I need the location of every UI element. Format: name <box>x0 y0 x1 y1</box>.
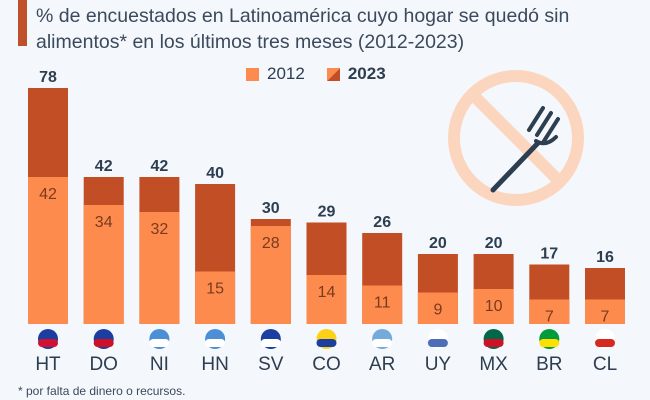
label-2023-HN: 40 <box>206 165 224 182</box>
legend-label-2023: 2023 <box>347 64 386 83</box>
flag-stripe-DO <box>93 339 114 347</box>
label-2023-AR: 26 <box>373 214 391 231</box>
bar-2012-BR <box>529 299 570 324</box>
flag-stripe-HT <box>38 339 58 347</box>
label-2023-BR: 17 <box>540 246 558 263</box>
tick-label-HN: HN <box>201 354 228 375</box>
label-2023-HT: 78 <box>39 69 57 86</box>
footnote: * por falta de dinero o recursos. <box>18 384 186 398</box>
flag-stripe-NI <box>149 339 170 347</box>
flag-stripe-AR <box>372 339 393 347</box>
tick-label-AR: AR <box>369 354 395 375</box>
tick-label-MX: MX <box>479 354 508 375</box>
label-2012-MX: 10 <box>485 298 503 315</box>
label-2012-HT: 42 <box>39 186 57 203</box>
tick-label-CL: CL <box>593 354 617 375</box>
flag-stripe-MX <box>483 339 504 347</box>
label-2023-NI: 42 <box>151 158 169 175</box>
label-2012-NI: 32 <box>151 221 169 238</box>
label-2023-CL: 16 <box>596 249 614 266</box>
tick-label-SV: SV <box>258 354 284 375</box>
flag-stripe-CL <box>595 339 615 347</box>
label-2012-CO: 14 <box>318 284 336 301</box>
no-food-fork-icon <box>448 70 584 206</box>
label-2012-SV: 28 <box>262 235 280 252</box>
label-2012-CL: 7 <box>601 309 610 326</box>
bar-2012-AR <box>362 285 403 324</box>
flag-stripe-BR <box>539 339 560 347</box>
label-2023-DO: 42 <box>95 158 113 175</box>
label-2023-UY: 20 <box>429 235 447 252</box>
flag-stripe-HN <box>205 339 226 347</box>
bar-2012-MX <box>473 289 514 324</box>
label-2012-BR: 7 <box>545 309 554 326</box>
flag-stripe-CO <box>316 339 337 347</box>
tick-label-NI: NI <box>150 354 169 375</box>
legend-swatch-2023 <box>326 67 340 81</box>
label-2012-UY: 9 <box>433 302 442 319</box>
label-2012-DO: 34 <box>95 214 113 231</box>
tick-label-BR: BR <box>536 354 562 375</box>
title-accent-bar <box>18 0 27 46</box>
tick-label-UY: UY <box>425 354 452 375</box>
bar-2012-SV <box>250 226 291 324</box>
tick-label-CO: CO <box>312 354 341 375</box>
legend: 2012 2023 <box>246 64 386 84</box>
label-2023-MX: 20 <box>485 235 503 252</box>
bar-2012-HN <box>195 271 236 324</box>
bar-2012-HT <box>28 177 68 324</box>
bar-2012-UY <box>417 292 458 324</box>
label-2023-CO: 29 <box>318 204 336 221</box>
flag-stripe-UY <box>427 339 448 347</box>
bar-2012-NI <box>139 212 180 324</box>
bar-2012-CO <box>306 275 347 324</box>
legend-swatch-2012 <box>246 67 259 81</box>
label-2023-SV: 30 <box>262 200 280 217</box>
flag-stripe-SV <box>260 339 281 347</box>
bar-2012-CL <box>585 299 625 324</box>
label-2012-HN: 15 <box>206 281 224 298</box>
legend-label-2012: 2012 <box>267 64 305 83</box>
tick-label-HT: HT <box>35 354 61 375</box>
chart-title: % de encuestados en Latinoamérica cuyo h… <box>36 5 570 53</box>
tick-label-DO: DO <box>89 354 118 375</box>
label-2012-AR: 11 <box>374 295 391 312</box>
bar-2012-DO <box>83 205 124 324</box>
